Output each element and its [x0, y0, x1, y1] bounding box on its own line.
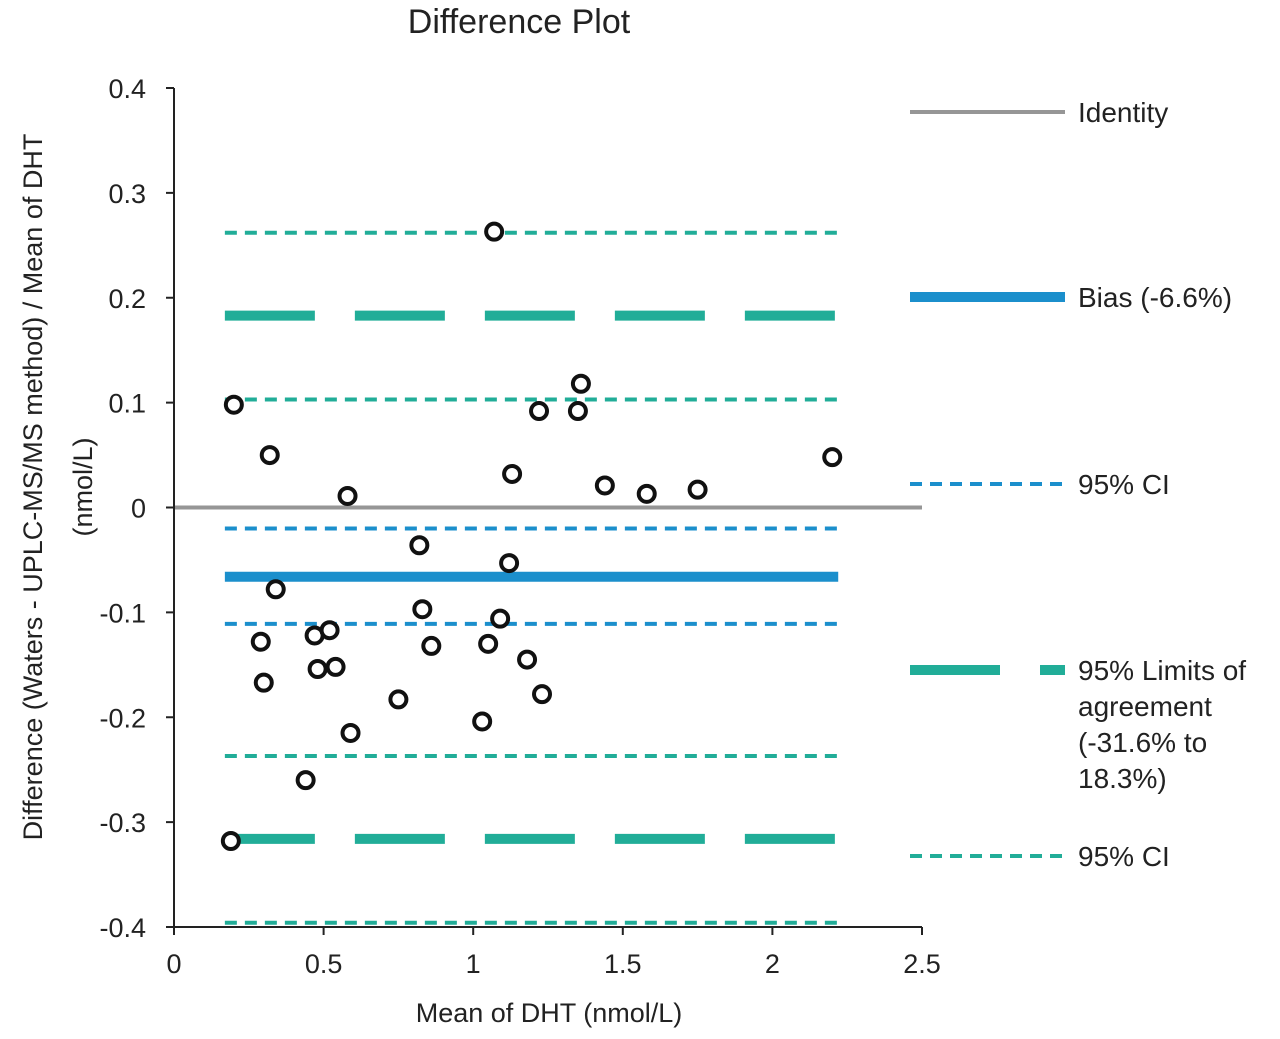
data-point	[307, 659, 328, 680]
data-point	[594, 475, 615, 496]
x-tick-label: 2	[765, 949, 780, 979]
axes: 0.4 0.3 0.2 0.1 0 -0.1 -0.2 -0.3 -0.4 0 0.5 1 1.5 2 2.…	[99, 74, 940, 979]
data-points	[220, 221, 843, 852]
data-point	[421, 635, 442, 656]
data-point	[529, 401, 550, 422]
chart-title: Difference Plot	[408, 3, 631, 41]
data-point	[570, 373, 591, 394]
y-tick-label: 0.3	[108, 179, 146, 209]
data-point	[388, 689, 409, 710]
y-axis-label-line-2: (nmol/L)	[68, 437, 98, 536]
data-point	[337, 485, 358, 506]
reference-lines	[174, 230, 922, 925]
data-point	[325, 656, 346, 677]
data-point	[478, 633, 499, 654]
y-tick-label: -0.3	[99, 808, 146, 838]
data-point	[220, 831, 241, 852]
x-tick-label: 0.5	[305, 949, 343, 979]
data-point	[253, 672, 274, 693]
legend-label-3: 95% Limits of	[1078, 655, 1246, 686]
data-point	[499, 553, 520, 574]
data-point	[490, 608, 511, 629]
legend-label-3: 18.3%)	[1078, 763, 1167, 794]
legend: Identity Bias (-6.6%) 95% CI 95% Limits of a…	[910, 97, 1246, 872]
data-point	[472, 711, 493, 732]
data-point	[340, 722, 361, 743]
y-tick-label: -0.2	[99, 703, 146, 733]
y-axis-label: Difference (Waters - UPLC-MS/MS method) …	[18, 134, 98, 841]
legend-label-2: 95% CI	[1078, 469, 1170, 500]
legend-label-3: agreement	[1078, 691, 1212, 722]
x-tick-label: 0	[166, 949, 181, 979]
y-tick-label: 0.4	[108, 74, 146, 104]
y-tick-label: 0.2	[108, 284, 146, 314]
x-tick-label: 1	[466, 949, 481, 979]
data-point	[484, 221, 505, 242]
legend-label-3: (-31.6% to	[1078, 727, 1207, 758]
data-point	[250, 631, 271, 652]
data-point	[295, 770, 316, 791]
data-point	[687, 479, 708, 500]
y-axis-label-line-1: Difference (Waters - UPLC-MS/MS method) …	[18, 134, 48, 841]
data-point	[412, 599, 433, 620]
y-tick-label: 0.1	[108, 389, 146, 419]
legend-label-0: Identity	[1078, 97, 1168, 128]
legend-label-4: 95% CI	[1078, 841, 1170, 872]
x-tick-label: 1.5	[604, 949, 642, 979]
data-point	[265, 579, 286, 600]
x-axis-label: Mean of DHT (nmol/L)	[416, 998, 683, 1028]
y-tick-label: -0.1	[99, 598, 146, 628]
data-point	[223, 394, 244, 415]
y-tick-label: -0.4	[99, 913, 146, 943]
y-tick-label: 0	[131, 494, 146, 524]
data-point	[567, 401, 588, 422]
data-point	[319, 620, 340, 641]
legend-label-1: Bias (-6.6%)	[1078, 282, 1232, 313]
data-point	[502, 463, 523, 484]
data-point	[409, 535, 430, 556]
data-point	[822, 447, 843, 468]
data-point	[636, 483, 657, 504]
data-point	[532, 684, 553, 705]
data-point	[259, 445, 280, 466]
x-tick-label: 2.5	[903, 949, 941, 979]
data-point	[517, 649, 538, 670]
